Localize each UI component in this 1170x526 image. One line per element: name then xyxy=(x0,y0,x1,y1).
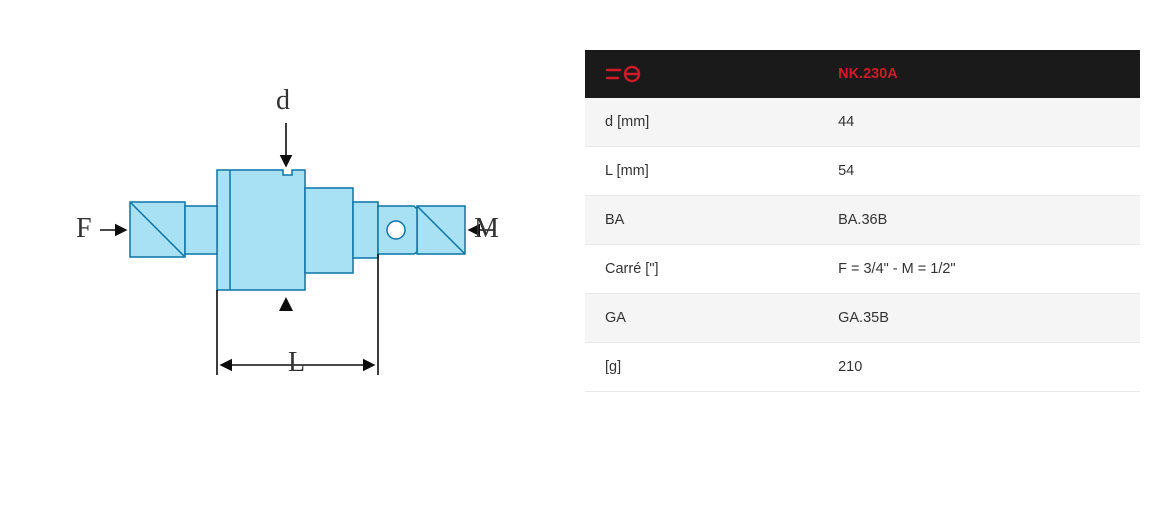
spec-label: d [mm] xyxy=(585,98,818,147)
dim-label-F: F xyxy=(76,213,92,245)
technical-drawing: d L F M xyxy=(70,75,500,415)
spec-label: [g] xyxy=(585,343,818,392)
diagram-column: d L F M xyxy=(0,0,565,526)
table-column: NK.230A d [mm]44L [mm]54BABA.36BCarré ["… xyxy=(565,0,1170,526)
spec-label: Carré ["] xyxy=(585,245,818,294)
spec-value: 54 xyxy=(818,147,1140,196)
table-row: d [mm]44 xyxy=(585,98,1140,147)
sku-header: NK.230A xyxy=(818,50,1140,98)
dim-label-M: M xyxy=(474,213,499,245)
spec-value: GA.35B xyxy=(818,294,1140,343)
table-row: GAGA.35B xyxy=(585,294,1140,343)
table-row: L [mm]54 xyxy=(585,147,1140,196)
spec-value: F = 3/4" - M = 1/2" xyxy=(818,245,1140,294)
drawing-svg xyxy=(70,75,500,415)
spec-label: GA xyxy=(585,294,818,343)
table-header-row: NK.230A xyxy=(585,50,1140,98)
spec-label: L [mm] xyxy=(585,147,818,196)
spec-value: 210 xyxy=(818,343,1140,392)
spec-table: NK.230A d [mm]44L [mm]54BABA.36BCarré ["… xyxy=(585,50,1140,392)
dim-label-d: d xyxy=(276,85,290,117)
table-row: [g]210 xyxy=(585,343,1140,392)
table-row: BABA.36B xyxy=(585,196,1140,245)
dim-label-L: L xyxy=(288,347,305,379)
page-root: d L F M xyxy=(0,0,1170,526)
brand-icon xyxy=(605,65,645,83)
spec-label: BA xyxy=(585,196,818,245)
table-row: Carré ["]F = 3/4" - M = 1/2" xyxy=(585,245,1140,294)
brand-icon-cell xyxy=(585,50,818,98)
spec-value: BA.36B xyxy=(818,196,1140,245)
spec-value: 44 xyxy=(818,98,1140,147)
